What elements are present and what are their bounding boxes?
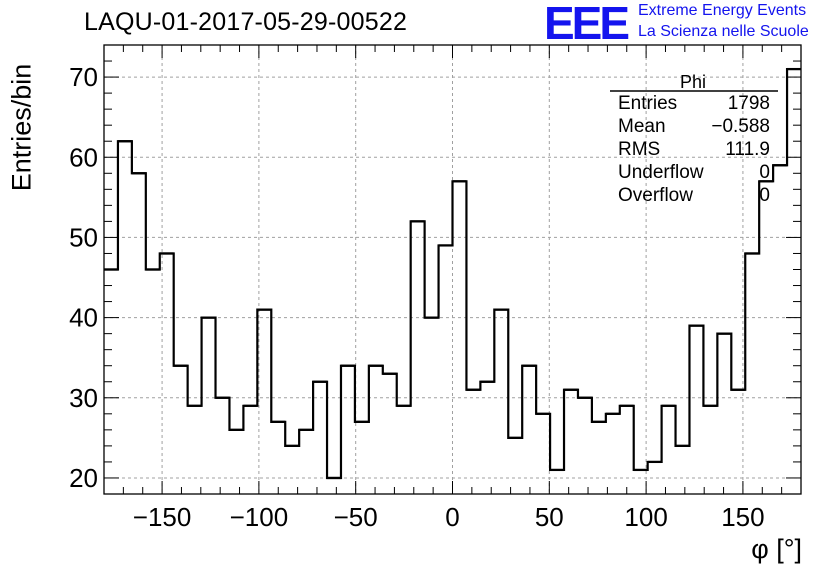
stats-value-overflow: 0 <box>759 185 770 206</box>
x-tick-label: 150 <box>721 502 764 532</box>
chart-title: LAQU-01-2017-05-29-00522 <box>84 8 408 36</box>
x-axis-label: φ [°] <box>751 534 802 564</box>
y-tick-label: 60 <box>69 142 98 172</box>
stats-title: Phi <box>680 72 707 92</box>
stats-value-rms: 111.9 <box>725 139 770 160</box>
stats-value-entries: 1798 <box>727 93 770 114</box>
y-tick-label: 30 <box>69 383 98 413</box>
x-tick-label: 50 <box>535 502 564 532</box>
x-tick-label: −50 <box>334 502 378 532</box>
x-tick-label: 0 <box>445 502 459 532</box>
stats-key-entries: Entries <box>618 93 678 114</box>
stats-key-mean: Mean <box>618 116 666 137</box>
x-tick-label: 100 <box>624 502 667 532</box>
plot-frame <box>103 44 802 495</box>
x-tick-label: −150 <box>133 502 192 532</box>
y-tick-label: 70 <box>69 62 98 92</box>
stats-key-rms: RMS <box>618 139 661 160</box>
y-tick-label: 50 <box>69 222 98 252</box>
stats-value-mean: −0.588 <box>711 116 770 137</box>
stats-key-overflow: Overflow <box>618 185 693 206</box>
y-tick-label: 20 <box>69 463 98 493</box>
y-tick-label: 40 <box>69 303 98 333</box>
logo-line-1: Extreme Energy Events <box>638 2 807 19</box>
eee-logo: EEE <box>544 0 630 49</box>
stats-key-underflow: Underflow <box>618 162 704 183</box>
stats-value-underflow: 0 <box>759 162 770 183</box>
x-tick-label: −100 <box>230 502 289 532</box>
logo-line-2: La Scienza nelle Scuole <box>638 23 809 40</box>
histogram-outline <box>104 67 801 480</box>
